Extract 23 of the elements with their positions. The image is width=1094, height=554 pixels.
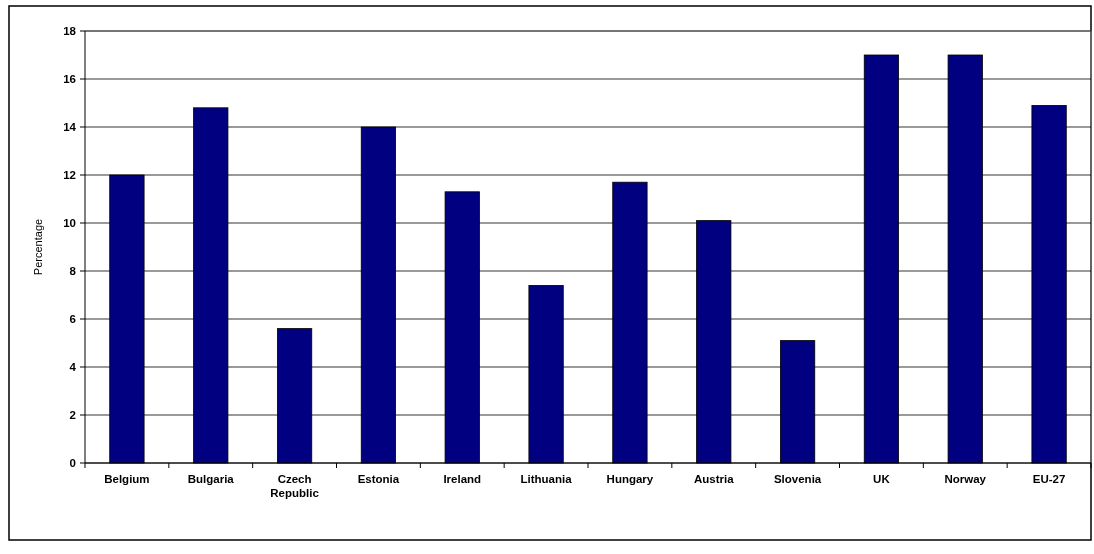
x-tick-label: Austria <box>693 473 735 485</box>
x-tick-label: Belgium <box>104 473 150 485</box>
x-tick-label: Bulgaria <box>187 473 235 485</box>
y-tick-label: 6 <box>69 313 76 326</box>
y-tick-label: 10 <box>63 217 76 230</box>
y-tick-label: 2 <box>69 409 76 422</box>
x-tick-label: EU-27 <box>1032 473 1066 485</box>
y-tick-label: 12 <box>63 169 76 182</box>
y-tick-label: 0 <box>69 457 76 470</box>
y-tick-label: 8 <box>69 265 77 278</box>
y-tick-label: 16 <box>63 73 76 86</box>
x-tick-label: UK <box>873 473 891 485</box>
x-tick-label: Czech Republic <box>270 473 320 499</box>
y-axis-title: Percentage <box>32 218 44 276</box>
y-tick-label: 14 <box>63 121 77 134</box>
y-tick-label: 18 <box>63 25 77 38</box>
x-tick-label: Hungary <box>606 473 654 485</box>
x-tick-label: Slovenia <box>773 473 822 485</box>
x-tick-label: Ireland <box>443 473 482 485</box>
y-tick-label: 4 <box>69 361 77 374</box>
x-tick-label: Norway <box>944 473 987 485</box>
x-tick-label: Estonia <box>357 473 400 485</box>
x-tick-label: Lithuania <box>520 473 573 485</box>
